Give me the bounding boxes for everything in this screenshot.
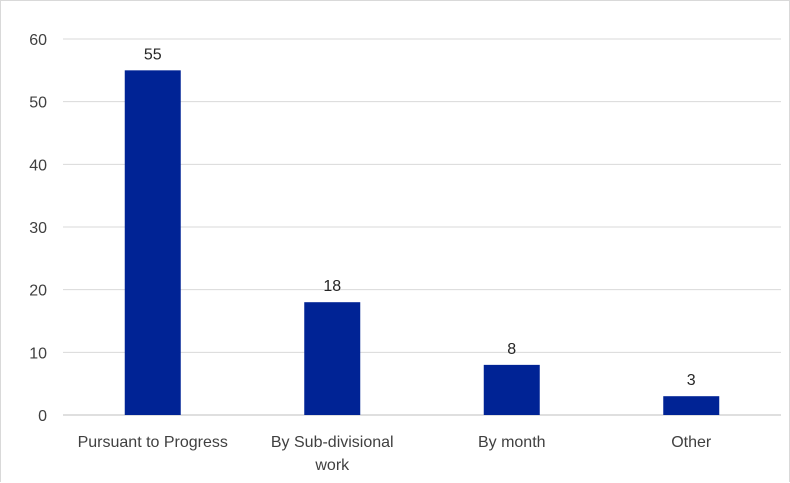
bars	[124, 70, 720, 415]
y-axis-tick-labels: 0 10 20 30 40 50 60	[29, 32, 47, 425]
data-labels: 55 18 8 3	[144, 46, 696, 389]
x-category-label: By Sub-divisional	[271, 434, 394, 451]
bar	[124, 70, 181, 415]
bar-value-label: 3	[687, 372, 696, 389]
bar	[483, 364, 540, 415]
x-category-label: By month	[478, 434, 546, 451]
grid-lines	[63, 38, 781, 416]
bar	[663, 396, 720, 415]
y-tick-label: 0	[38, 408, 47, 425]
x-category-label: Other	[671, 434, 712, 451]
y-tick-label: 50	[29, 95, 47, 112]
y-tick-label: 10	[29, 345, 47, 362]
y-tick-label: 30	[29, 220, 47, 237]
x-axis-category-labels: Pursuant to Progress By Sub-divisional wor…	[78, 434, 712, 474]
bar	[304, 302, 361, 415]
y-tick-label: 60	[29, 32, 47, 49]
bar-value-label: 18	[323, 278, 341, 295]
x-category-label: Pursuant to Progress	[78, 434, 228, 451]
y-tick-label: 40	[29, 157, 47, 174]
bar-value-label: 8	[507, 341, 516, 358]
x-category-label: work	[314, 457, 350, 474]
y-tick-label: 20	[29, 283, 47, 300]
bar-value-label: 55	[144, 46, 162, 63]
